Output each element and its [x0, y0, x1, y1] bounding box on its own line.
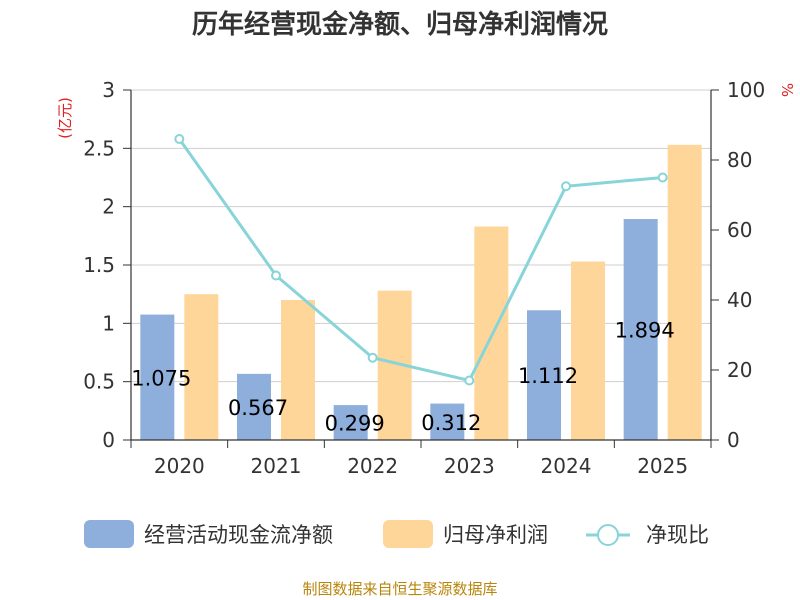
- bar-value-label: 0.312: [421, 411, 481, 435]
- ratio-line-path: [178, 138, 663, 383]
- legend-label: 归母净利润: [443, 523, 548, 547]
- legend-marker: [597, 524, 619, 546]
- y-right-tick-label: 0: [727, 428, 740, 452]
- chart-title: 历年经营现金净额、归母净利润情况: [192, 9, 608, 40]
- bar-cashflow: [527, 310, 561, 440]
- bar-profit: [281, 300, 315, 440]
- bar-cashflow: [140, 314, 175, 440]
- legend-swatch: [84, 520, 134, 548]
- y-right-unit-label: %: [778, 83, 796, 97]
- legend-swatch: [383, 520, 433, 548]
- ratio-point: [657, 172, 668, 183]
- x-tick-label: 2020: [154, 454, 205, 478]
- bar-value-label: 1.112: [518, 364, 578, 388]
- bar-profit: [667, 144, 702, 441]
- ratio-point: [464, 375, 475, 386]
- bar-cashflow: [333, 405, 368, 440]
- y-right-tick-label: 80: [727, 148, 752, 172]
- x-tick-label: 2021: [251, 454, 302, 478]
- legend-label: 经营活动现金流净额: [144, 523, 333, 547]
- x-tick-label: 2023: [444, 454, 495, 478]
- legend-label: 净现比: [646, 523, 709, 547]
- axes: 0 0.5 1 1.5 2 2.5 3 0 20 40 60 80 100 2020 2021 2022 202…: [83, 78, 765, 478]
- legend: 经营活动现金流净额 归母净利润 净现比: [84, 520, 709, 548]
- y-left-tick-label: 2.5: [83, 136, 115, 160]
- y-right-tick-label: 100: [727, 78, 765, 102]
- x-tick-label: 2022: [347, 454, 398, 478]
- y-left-tick-label: 1: [102, 311, 115, 335]
- y-left-tick-label: 0.5: [83, 370, 115, 394]
- ratio-point: [174, 134, 185, 144]
- y-right-tick-label: 20: [727, 358, 752, 382]
- bar-cashflow: [237, 373, 271, 440]
- x-tick-label: 2025: [637, 454, 688, 478]
- bar-cashflow: [430, 403, 465, 440]
- y-right-tick-label: 60: [727, 218, 752, 242]
- y-left-unit-label: (亿元): [56, 97, 74, 139]
- ratio-line: [174, 134, 668, 386]
- y-left-tick-label: 1.5: [83, 253, 115, 277]
- y-left-tick-label: 0: [102, 428, 115, 452]
- bar-cashflow: [623, 219, 658, 440]
- source-note: 制图数据来自恒生聚源数据库: [302, 580, 497, 598]
- bar-value-label: 0.567: [228, 396, 288, 420]
- bar-value-label: 1.894: [615, 319, 675, 343]
- ratio-point: [271, 270, 281, 281]
- bars: [140, 144, 702, 441]
- bar-value-label: 1.075: [131, 366, 191, 390]
- bar-profit: [571, 261, 605, 440]
- y-left-tick-label: 3: [102, 78, 115, 102]
- ratio-point: [561, 181, 571, 192]
- x-tick-label: 2024: [541, 454, 592, 478]
- y-right-tick-label: 40: [727, 288, 752, 312]
- data-labels: 1.075 0.567 0.299 0.312 1.112 1.894: [131, 319, 674, 436]
- y-left-tick-label: 2: [102, 195, 115, 219]
- ratio-point: [367, 352, 378, 363]
- bar-value-label: 0.299: [325, 412, 385, 436]
- bar-profit: [184, 294, 219, 440]
